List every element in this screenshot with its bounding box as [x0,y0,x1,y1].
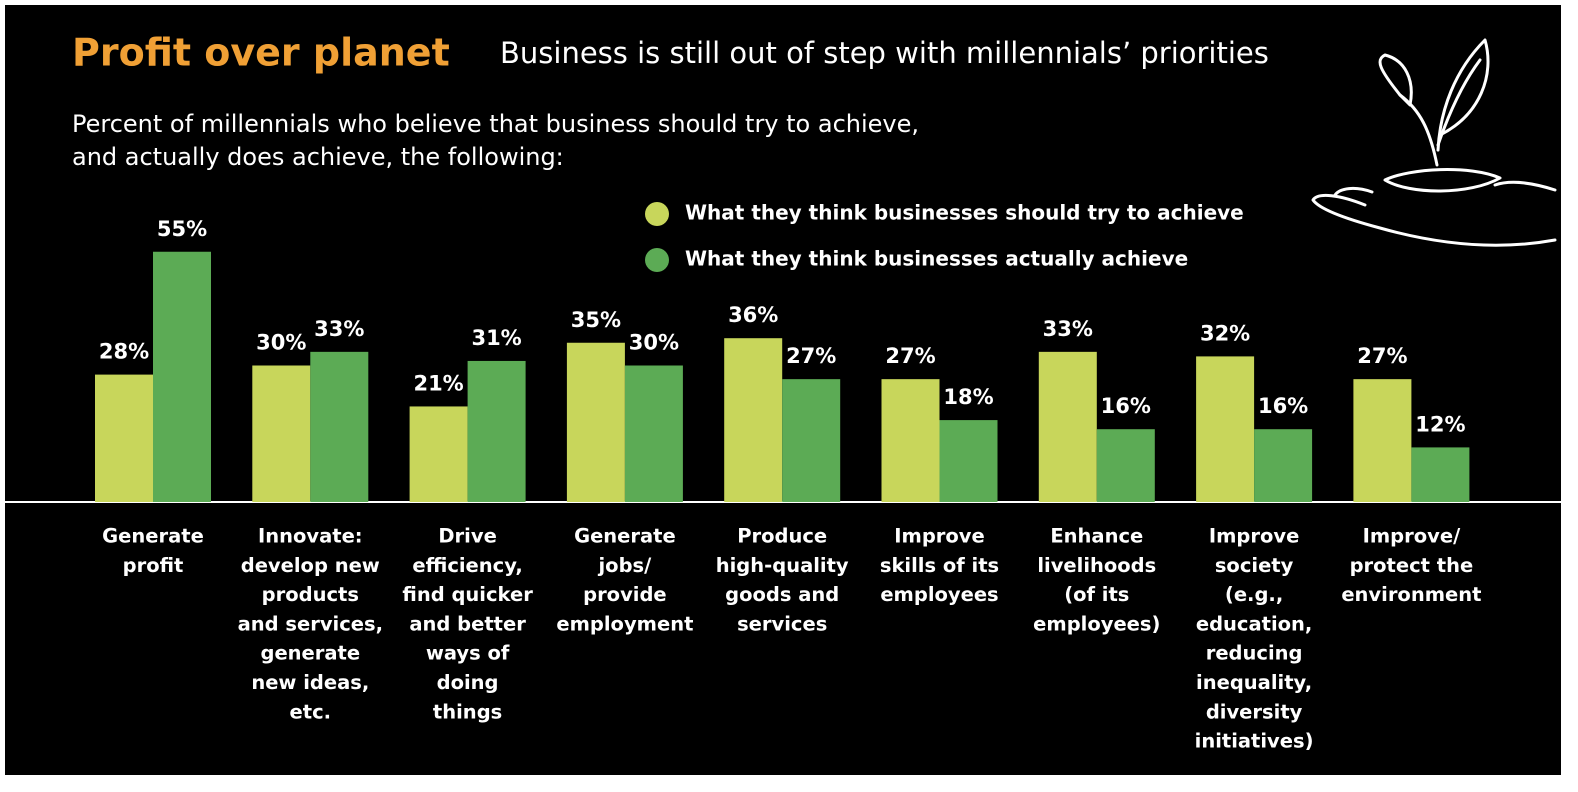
legend-swatch [645,248,669,272]
x-tick-label: employees [880,583,998,606]
value-label: 33% [314,317,364,341]
legend-swatch [645,202,669,226]
x-tick-label: education, [1196,612,1312,635]
value-label: 16% [1258,394,1308,418]
bar [1353,379,1412,502]
chart-subtitle: Business is still out of step with mille… [500,36,1269,70]
value-label: 33% [1043,317,1093,341]
x-tick-label: generate [260,642,360,665]
description: Percent of millennials who believe that … [72,110,919,138]
x-tick-label: jobs/ [598,554,653,577]
bar [939,420,998,502]
x-tick-label: protect the [1350,554,1474,577]
value-label: 30% [256,331,306,355]
value-label: 35% [571,308,621,332]
x-tick-label: develop new [241,554,380,577]
x-tick-label: Innovate: [258,525,363,548]
bar [252,365,311,502]
x-tick-label: and services, [238,612,383,635]
value-label: 27% [1357,344,1407,368]
x-tick-label: goods and [725,583,839,606]
x-tick-label: find quicker [402,583,533,606]
bar [153,251,211,502]
x-tick-label: inequality, [1196,671,1312,694]
x-tick-label: provide [583,583,667,606]
x-tick-label: Improve/ [1363,525,1461,548]
value-label: 18% [943,385,993,409]
value-label: 21% [413,371,463,395]
value-label: 28% [99,340,149,364]
bar [624,365,683,502]
x-tick-label: (of its [1064,583,1129,606]
description: and actually does achieve, the following… [72,143,564,171]
value-label: 32% [1200,321,1250,345]
x-tick-label: high-quality [716,554,849,577]
x-tick-label: Generate [574,525,676,548]
x-tick-label: Produce [737,525,827,548]
bar [310,351,369,502]
bar [409,406,468,502]
x-tick-label: (e.g., [1225,583,1283,606]
value-label: 16% [1101,394,1151,418]
x-tick-label: skills of its [880,554,999,577]
legend-label: What they think businesses should try to… [685,201,1244,225]
bar [782,379,841,502]
value-label: 36% [728,303,778,327]
x-tick-label: reducing [1206,642,1303,665]
x-tick-label: environment [1341,583,1481,606]
x-tick-label: Improve [1209,525,1299,548]
x-tick-label: employment [556,612,693,635]
bar [95,374,153,502]
x-tick-label: ways of [426,642,510,665]
x-tick-label: doing [437,671,499,694]
x-tick-label: diversity [1206,700,1303,723]
x-tick-label: things [433,700,502,723]
bar [1254,429,1313,502]
bar [467,360,526,502]
bar [881,379,940,502]
bar [566,342,625,502]
value-label: 27% [786,344,836,368]
x-tick-label: society [1215,554,1294,577]
value-label: 55% [157,217,207,241]
x-tick-label: Enhance [1050,525,1143,548]
x-tick-label: Drive [438,525,496,548]
bar [724,338,783,502]
x-tick-label: Generate [102,525,204,548]
x-tick-label: and better [409,612,526,635]
x-tick-label: livelihoods [1037,554,1156,577]
bar [1411,447,1470,502]
x-tick-label: products [262,583,359,606]
x-tick-label: Improve [894,525,984,548]
plant-icon [1311,38,1557,247]
chart-title: Profit over planet [72,31,450,75]
value-label: 31% [471,326,521,350]
x-tick-label: profit [123,554,184,577]
x-tick-label: efficiency, [412,554,523,577]
x-tick-label: services [737,612,827,635]
value-label: 12% [1415,412,1465,436]
value-label: 30% [629,331,679,355]
legend-label: What they think businesses actually achi… [685,247,1188,271]
x-tick-label: employees) [1033,612,1160,635]
bar [1038,351,1097,502]
bar [1196,356,1255,502]
x-tick-label: etc. [290,700,332,723]
value-label: 27% [885,344,935,368]
x-tick-label: new ideas, [251,671,369,694]
x-tick-label: initiatives) [1195,730,1314,753]
bar [1096,429,1155,502]
